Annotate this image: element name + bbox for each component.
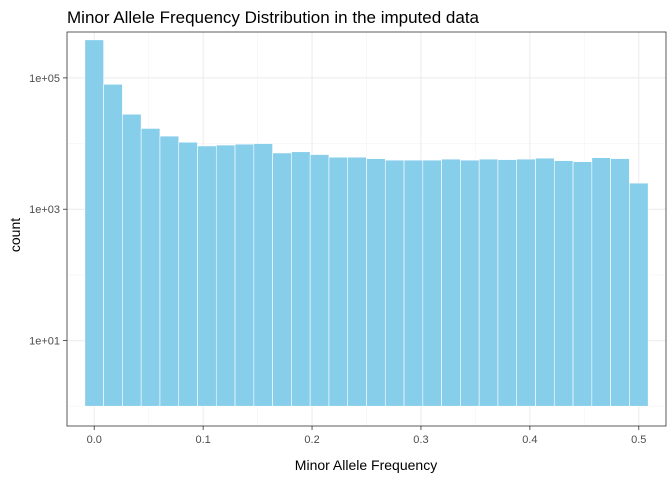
histogram-bar <box>253 143 273 407</box>
y-tick-label: 1e+03 <box>29 204 60 216</box>
plot-panel-border <box>66 31 667 427</box>
histogram-bar <box>197 145 217 407</box>
histogram-bar <box>497 159 518 407</box>
histogram-bar <box>535 157 555 407</box>
histogram-bar <box>516 158 536 407</box>
histogram-bar <box>309 154 330 407</box>
histogram-bar <box>84 39 104 407</box>
x-tick-label: 0.5 <box>631 434 646 446</box>
histogram-bar <box>347 156 367 407</box>
histogram-bar <box>366 158 386 407</box>
x-tick-label: 0.0 <box>87 434 102 446</box>
histogram-bar <box>291 151 311 407</box>
x-tick-label: 0.4 <box>522 434 537 446</box>
histogram-bar <box>178 141 198 407</box>
x-axis-title: Minor Allele Frequency <box>295 457 437 473</box>
x-tick-label: 0.1 <box>195 434 210 446</box>
y-axis: 1e+01 1e+03 1e+05 <box>29 73 67 348</box>
y-tick-label: 1e+05 <box>29 73 60 85</box>
histogram-bar <box>422 159 442 407</box>
histogram-bar <box>103 83 123 407</box>
histogram-bar <box>553 160 574 407</box>
histogram-bar <box>441 158 461 407</box>
x-tick-label: 0.3 <box>413 434 428 446</box>
histogram-bar <box>234 143 255 407</box>
histogram-bar <box>159 135 180 407</box>
y-axis-title: count <box>7 218 23 252</box>
histogram-bar <box>629 182 649 407</box>
chart-title: Minor Allele Frequency Distribution in t… <box>67 8 480 27</box>
histogram-bar <box>591 157 611 407</box>
x-tick-label: 0.2 <box>304 434 319 446</box>
histogram-bar <box>215 144 236 407</box>
histogram-bar <box>403 159 424 407</box>
histogram-bar <box>328 156 349 407</box>
histogram-bar <box>384 159 405 407</box>
histogram-bar <box>272 152 292 407</box>
y-tick-label: 1e+01 <box>29 336 60 348</box>
histogram-bar <box>610 158 630 407</box>
histogram-bar <box>140 128 161 407</box>
histogram-bar <box>572 161 593 407</box>
histogram-bar <box>478 158 499 407</box>
histogram-bar <box>122 113 142 407</box>
x-axis: 0.0 0.1 0.2 0.3 0.4 0.5 <box>87 426 646 446</box>
histogram-bar <box>460 159 480 407</box>
histogram-bars <box>84 39 649 407</box>
